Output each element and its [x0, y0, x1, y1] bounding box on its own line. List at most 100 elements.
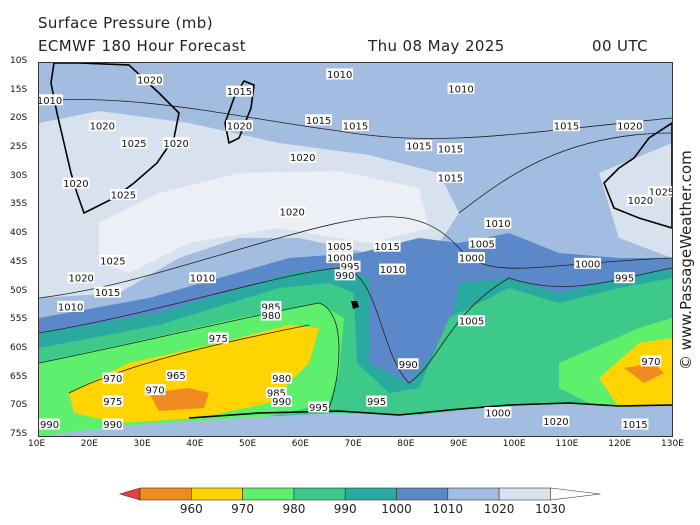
isobar-label-text: 1010	[380, 265, 405, 276]
chart-title: Surface Pressure (mb)	[38, 14, 213, 32]
isobar-label-text: 985	[262, 302, 281, 313]
isobar-label-bg	[468, 237, 496, 249]
isobar-label: 1005	[468, 237, 496, 250]
isobar-label-bg	[366, 395, 387, 407]
isobar-label-bg	[326, 240, 354, 252]
isobar-label-text: 1010	[448, 84, 473, 95]
isobar-label-bg	[271, 395, 292, 407]
isobar-label: 1020	[62, 177, 90, 190]
pressure-band-980	[69, 325, 319, 423]
legend-swatch	[293, 487, 346, 501]
antarctica-outline	[188, 402, 672, 419]
isobar-label-bg	[88, 120, 116, 132]
forecast-time: 00 UTC	[592, 37, 648, 55]
isobar-label: 1020	[289, 151, 317, 164]
isobar-label-text: 1010	[39, 96, 62, 107]
longitude-tick: 40E	[186, 439, 204, 449]
latitude-tick: 10S	[10, 56, 28, 66]
credit-text: © www.PassageWeather.com	[677, 150, 695, 370]
isobar-label-text: 1000	[459, 254, 484, 265]
isobar-label: 1015	[373, 240, 401, 253]
isobar-label-text: 1015	[95, 288, 120, 299]
isobar-label-bg	[266, 386, 287, 398]
isobar-label: 990	[102, 418, 124, 431]
isobar-label: 1000	[326, 252, 354, 265]
credit-label: © www.PassageWeather.com	[677, 150, 695, 370]
isobar-label-text: 995	[341, 262, 360, 273]
isobar-label: 1025	[120, 137, 148, 150]
isobar-label-text: 970	[146, 386, 165, 397]
longitude-tick: 30E	[133, 439, 151, 449]
isobar-label-text: 1010	[58, 302, 83, 313]
isobar-label: 970	[640, 355, 662, 368]
legend-swatches	[118, 487, 601, 501]
isobar-label-text: 980	[272, 374, 291, 385]
isobar-label: 965	[165, 369, 187, 382]
isobar-label: 1010	[379, 263, 406, 276]
longitude-tick: 110E	[555, 439, 579, 449]
isobar-label-text: 1020	[137, 76, 162, 87]
isobar-label-text: 970	[103, 374, 122, 385]
isobar-label-bg	[458, 315, 485, 327]
isobar-label-text: 1020	[279, 208, 304, 219]
isobar-label: 1000	[458, 252, 485, 265]
isobar-label-text: 1025	[649, 188, 672, 199]
legend-swatch	[447, 487, 500, 501]
isobar-label-text: 1015	[406, 142, 431, 153]
isobar-label: 1020	[88, 120, 116, 133]
isobar-label-text: 1010	[190, 274, 215, 285]
isobar-label-bg	[447, 82, 475, 94]
isobar-label-text: 1015	[438, 173, 463, 184]
latitude-tick: 30S	[10, 170, 28, 181]
latitude-tick: 75S	[10, 429, 28, 439]
isobar-label-text: 1020	[163, 139, 188, 150]
isobar-label-bg	[542, 415, 570, 427]
legend-swatch	[191, 487, 243, 501]
isobar-label: 1020	[162, 137, 190, 150]
isobar-label-bg	[260, 300, 282, 312]
isobar-label-text: 1005	[459, 317, 484, 328]
antarctica-coast	[39, 403, 672, 436]
isobar-label-bg	[339, 260, 361, 272]
isobar-label: 990	[397, 358, 419, 371]
chart-subtitle: ECMWF 180 Hour Forecast	[38, 37, 247, 55]
isobar-label: 1015	[553, 120, 580, 133]
pressure-map[interactable]: 1010 1020 1015 1010 1010 1015 1015 1020 1015 1020…	[38, 62, 673, 437]
isobar-label-bg	[342, 120, 369, 132]
legend-swatch	[498, 487, 551, 501]
isobar-label: 1020	[67, 272, 95, 285]
isobar-label-text: 1000	[485, 409, 510, 420]
isobar-label-text: 1020	[63, 179, 88, 190]
isobar-label-bg	[334, 269, 356, 281]
isobar-label: 1025	[648, 186, 672, 199]
legend-tick-label: 1020	[484, 502, 515, 516]
longitude-tick: 80E	[397, 439, 415, 449]
isobar-label-text: 985	[267, 388, 286, 399]
isobar-label-bg	[626, 194, 654, 206]
isobar-label-text: 1025	[111, 190, 136, 201]
latitude-tick: 20S	[10, 113, 28, 124]
isobar-label: 985	[266, 386, 287, 399]
isobar-label-bg	[437, 171, 464, 183]
isobar-label-text: 990	[399, 360, 418, 371]
legend-swatch	[242, 487, 295, 501]
isobar-label-bg	[648, 186, 672, 198]
isobar-label-text: 1020	[628, 196, 653, 207]
isobar-label-text: 1020	[543, 417, 568, 428]
isobar-label-bg	[102, 418, 124, 430]
isobar-label: 1020	[616, 120, 644, 133]
isobar-label: 1015	[437, 143, 464, 156]
latitude-tick: 60S	[10, 342, 28, 353]
isobar-label-bg	[260, 309, 282, 321]
isobar-label-bg	[162, 137, 190, 149]
isobar-label: 995	[614, 272, 635, 285]
isobar-label-bg	[373, 240, 401, 252]
kerguelen-island	[351, 301, 359, 309]
isobar-label-bg	[621, 418, 649, 430]
isobar-label-text: 975	[209, 334, 228, 345]
longitude-tick: 120E	[608, 439, 632, 449]
latitude-tick: 40S	[10, 228, 28, 239]
isobar-label: 1015	[437, 171, 464, 184]
isobar-label: 1015	[305, 114, 332, 127]
isobar-label-bg	[94, 286, 121, 298]
